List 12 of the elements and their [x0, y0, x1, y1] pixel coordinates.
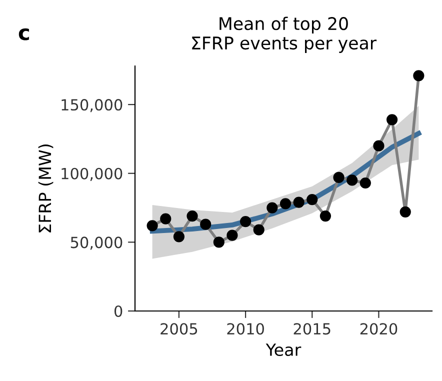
- text: c: [18, 28, 29, 40]
- y-tick-label: 100,000: [62, 168, 122, 181]
- y-axis-title: ΣFRP (MW): [38, 144, 54, 232]
- chart-title: Mean of top 20 ΣFRP events per year: [192, 16, 377, 53]
- x-tick-label: 2005: [160, 323, 198, 335]
- x-tick-label: 2020: [360, 323, 398, 335]
- x-axis-title: Year: [266, 344, 302, 356]
- y-tick-label: 0: [114, 305, 122, 318]
- y-tick-label: 50,000: [70, 236, 122, 250]
- x-tick-label: 2010: [227, 323, 264, 335]
- y-tick-label: 150,000: [62, 99, 122, 112]
- x-tick-label: 2015: [294, 323, 330, 335]
